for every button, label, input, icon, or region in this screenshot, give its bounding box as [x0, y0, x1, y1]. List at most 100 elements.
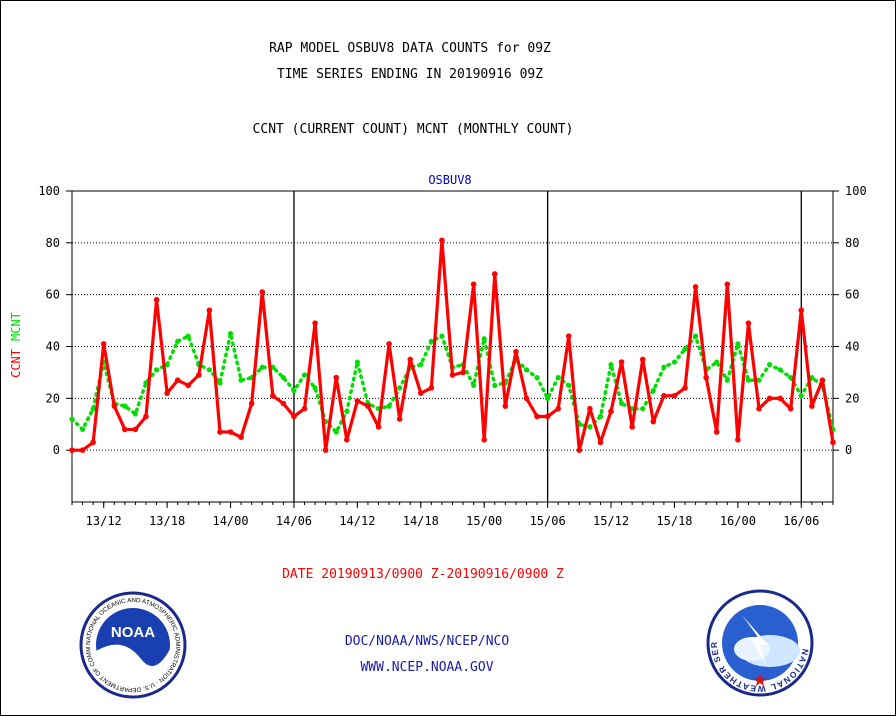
point-ccnt — [555, 405, 561, 412]
point-mcnt — [745, 377, 752, 383]
point-mcnt — [333, 429, 339, 435]
ylabel-ccnt: CCNT — [9, 349, 23, 378]
point-ccnt — [470, 281, 477, 288]
point-ccnt — [639, 356, 646, 363]
y-tick-label-left: 40 — [46, 340, 60, 354]
point-ccnt — [565, 333, 572, 339]
point-ccnt — [396, 416, 403, 422]
org-line: DOC/NOAA/NWS/NCEP/NCO — [345, 634, 510, 649]
chart-title-line2: TIME SERIES ENDING IN 20190916 09Z — [277, 67, 543, 82]
point-mcnt — [227, 330, 234, 337]
x-tick-label: 13/12 — [86, 514, 122, 528]
point-ccnt — [417, 390, 424, 396]
point-mcnt — [354, 359, 360, 365]
point-mcnt — [724, 377, 730, 383]
point-ccnt — [692, 284, 699, 290]
x-tick-label: 16/00 — [720, 514, 756, 528]
point-ccnt — [819, 377, 826, 383]
y-tick-label-left: 100 — [38, 184, 60, 198]
point-ccnt — [259, 289, 266, 295]
point-ccnt — [661, 392, 667, 399]
point-mcnt — [555, 375, 561, 381]
chart-title-line1: RAP MODEL OSBUV8 DATA COUNTS for 09Z — [269, 41, 551, 56]
point-ccnt — [777, 395, 783, 402]
point-mcnt — [756, 377, 762, 383]
point-ccnt — [809, 403, 815, 409]
point-ccnt — [270, 392, 276, 399]
point-mcnt — [238, 377, 244, 383]
point-ccnt — [322, 447, 329, 453]
chart-subtitle: CCNT (CURRENT COUNT) MCNT (MONTHLY COUNT… — [253, 122, 574, 137]
point-ccnt — [576, 447, 583, 453]
point-ccnt — [407, 356, 414, 363]
x-tick-label: 14/00 — [212, 514, 248, 528]
point-ccnt — [703, 374, 709, 381]
point-ccnt — [153, 297, 160, 303]
x-tick-label: 14/06 — [276, 514, 312, 528]
url-line: WWW.NCEP.NOAA.GOV — [360, 660, 493, 675]
point-ccnt — [111, 403, 118, 409]
point-ccnt — [491, 271, 498, 277]
point-mcnt — [418, 362, 424, 368]
point-ccnt — [629, 424, 635, 430]
point-mcnt — [481, 336, 487, 342]
point-mcnt — [164, 362, 170, 368]
point-ccnt — [724, 281, 731, 288]
point-ccnt — [375, 424, 382, 430]
y-tick-label-right: 80 — [845, 236, 859, 250]
y-tick-label-left: 80 — [46, 236, 60, 250]
point-mcnt — [597, 413, 604, 420]
point-ccnt — [122, 426, 128, 433]
point-ccnt — [248, 400, 255, 407]
x-tick-label: 14/18 — [403, 514, 439, 528]
point-mcnt — [788, 375, 794, 381]
ylabel-mcnt: MCNT — [9, 312, 23, 341]
point-ccnt — [608, 408, 614, 415]
point-mcnt — [185, 333, 191, 339]
point-ccnt — [354, 398, 361, 404]
point-ccnt — [439, 237, 445, 244]
nws-logo-icon: NATIONAL WEATHER SERVICE — [706, 589, 814, 697]
point-mcnt — [153, 367, 160, 373]
point-ccnt — [502, 403, 509, 409]
point-ccnt — [90, 439, 96, 446]
point-ccnt — [481, 437, 488, 443]
point-mcnt — [682, 346, 688, 352]
point-mcnt — [608, 362, 614, 368]
point-mcnt — [69, 416, 75, 422]
date-range-label: DATE 20190913/0900 Z-20190916/0900 Z — [282, 567, 564, 582]
x-tick-label: 15/18 — [656, 514, 692, 528]
series-line-ccnt — [72, 238, 835, 452]
point-mcnt — [661, 364, 667, 370]
point-ccnt — [227, 429, 234, 435]
point-ccnt — [735, 437, 741, 443]
ylabel-left: CCNT MCNT — [9, 312, 23, 378]
point-ccnt — [164, 390, 170, 396]
point-mcnt — [650, 387, 656, 394]
point-mcnt — [619, 400, 625, 407]
x-tick-label: 15/12 — [593, 514, 629, 528]
point-mcnt — [259, 364, 265, 370]
y-tick-label-left: 0 — [53, 443, 60, 457]
point-ccnt — [544, 413, 551, 420]
y-tick-label-left: 20 — [46, 391, 60, 405]
point-mcnt — [143, 380, 149, 386]
point-mcnt — [280, 375, 286, 381]
point-mcnt — [471, 382, 477, 388]
point-mcnt — [122, 403, 128, 409]
point-ccnt — [196, 372, 202, 378]
point-mcnt — [714, 359, 720, 365]
point-ccnt — [291, 413, 297, 420]
point-mcnt — [132, 411, 139, 417]
point-mcnt — [344, 408, 350, 414]
point-mcnt — [217, 380, 223, 386]
x-tick-label: 13/18 — [149, 514, 185, 528]
point-ccnt — [386, 341, 392, 347]
point-ccnt — [523, 395, 530, 402]
point-ccnt — [830, 439, 836, 446]
point-mcnt — [291, 387, 297, 394]
station-label: OSBUV8 — [428, 173, 471, 187]
point-ccnt — [100, 341, 107, 347]
point-ccnt — [682, 385, 688, 391]
